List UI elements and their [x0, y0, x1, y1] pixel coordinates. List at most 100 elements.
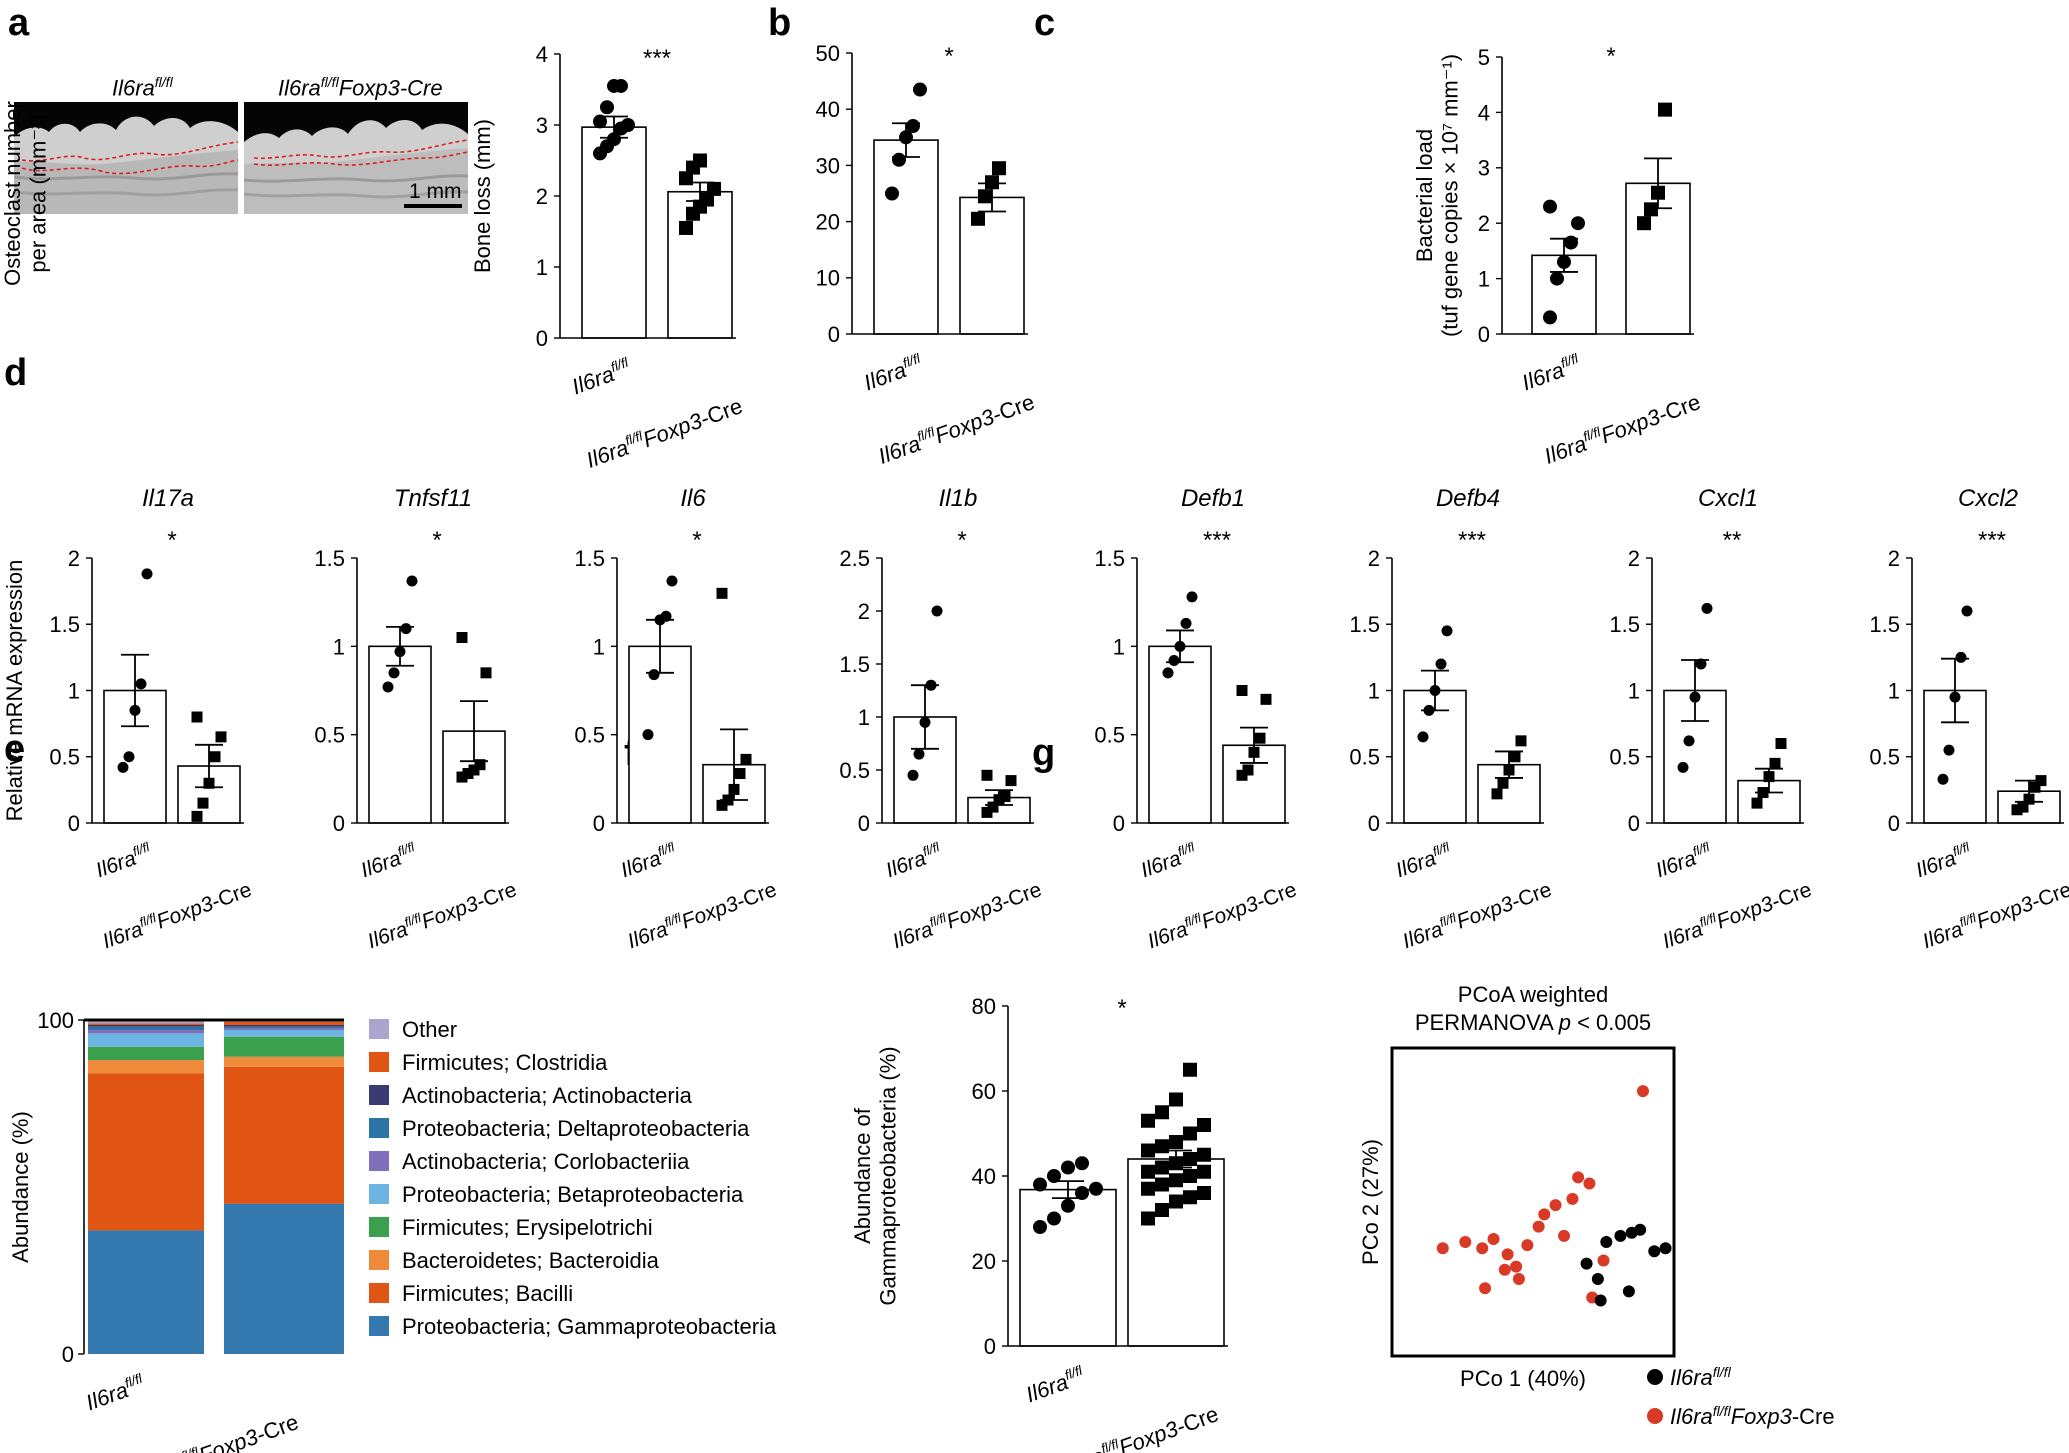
stacked-segment [88, 1230, 204, 1354]
stacked-segment [224, 1203, 344, 1354]
data-point-control [1033, 1220, 1047, 1234]
data-point-control [400, 623, 412, 635]
group-label-control: Il6rafl/fl [357, 839, 421, 883]
stacked-segment [88, 1060, 204, 1074]
data-point-control [1689, 691, 1701, 703]
significance-mark: *** [643, 45, 671, 72]
group-label-control: Il6rafl/fl [1137, 839, 1201, 883]
legend-marker-control [1647, 1369, 1663, 1385]
data-point-control [1955, 651, 1967, 663]
data-point-control [892, 152, 906, 167]
data-point-control [1423, 704, 1435, 716]
data-point-control [593, 114, 607, 129]
data-point-knockout [1183, 1169, 1197, 1183]
data-point-knockout [981, 806, 993, 818]
data-point-control [1429, 685, 1441, 696]
data-point-knockout [1236, 685, 1248, 696]
data-point-knockout [1503, 764, 1515, 776]
y-tick-label: 5 [1478, 45, 1490, 70]
stacked-segment [88, 1020, 204, 1024]
chart-subtitle: PERMANOVA p < 0.005 [1415, 1010, 1651, 1035]
scatter-point-control [1634, 1223, 1647, 1236]
bar-knockout [967, 796, 1031, 824]
significance-mark: *** [1978, 527, 2006, 554]
scatter-point-knockout [1501, 1248, 1514, 1261]
data-point-knockout [679, 220, 693, 235]
data-point-knockout [2023, 793, 2035, 805]
legend-swatch [369, 1316, 389, 1336]
data-point-knockout [728, 783, 740, 795]
data-point-control [931, 605, 943, 617]
data-point-control [141, 568, 153, 580]
data-point-knockout [2029, 781, 2041, 793]
data-point-control [1677, 761, 1689, 773]
group-label-knockout: Il6rafl/flFoxp3-Cre [99, 876, 255, 953]
group-label-control: Il6rafl/fl [1022, 1363, 1088, 1408]
y-tick-label: 40 [972, 1164, 996, 1189]
data-point-control [1683, 735, 1695, 747]
gene-title: Defb4 [1436, 485, 1500, 512]
y-tick-label: 1.5 [1869, 612, 1900, 637]
legend-label: Proteobacteria; Gammaproteobacteria [402, 1314, 777, 1339]
bar-control [1148, 645, 1212, 824]
y-tick-label: 0 [593, 811, 605, 836]
data-point-control [885, 186, 899, 201]
legend-label: Actinobacteria; Actinobacteria [402, 1083, 693, 1108]
group-label-control: Il6rafl/fl [82, 1371, 148, 1416]
data-point-control [1417, 731, 1429, 743]
y-tick-label: 1 [858, 705, 870, 730]
group-label-control: Il6rafl/fl [1392, 839, 1456, 883]
data-point-control [1061, 1160, 1075, 1175]
data-point-knockout [191, 810, 203, 822]
data-point-control [1441, 625, 1453, 637]
stacked-segment [224, 1036, 344, 1057]
group-label-knockout: Il6rafl/flFoxp3-Cre [139, 1409, 302, 1453]
y-tick-label: 100 [37, 1008, 74, 1033]
scatter-point-knockout [1558, 1229, 1571, 1242]
data-point-control [919, 716, 931, 728]
data-point-knockout [978, 189, 992, 204]
y-tick-label: 0 [984, 1334, 996, 1359]
gene-title: Cxcl1 [1698, 485, 1758, 512]
scatter-point-knockout [1538, 1208, 1551, 1221]
data-point-knockout [1141, 1181, 1155, 1196]
data-point-knockout [456, 771, 468, 783]
group-label-control: Il6rafl/fl [1518, 351, 1584, 396]
scatter-point-knockout [1476, 1242, 1489, 1255]
y-tick-label: 1 [68, 678, 80, 703]
legend-swatch [369, 1019, 389, 1039]
group-label-knockout: Il6rafl/flFoxp3-Cre [583, 393, 746, 473]
y-tick-label: 0 [1113, 811, 1125, 836]
data-point-knockout [679, 171, 693, 186]
stacked-segment [224, 1056, 344, 1067]
data-point-control [394, 646, 406, 658]
data-point-knockout [1658, 102, 1672, 117]
y-tick-label: 1 [593, 634, 605, 659]
y-tick-label: 1.5 [1609, 612, 1640, 637]
legend-label-knockout: Il6rafl/flFoxp3-Cre [1670, 1403, 1835, 1429]
group-label-knockout: Il6rafl/flFoxp3-Cre [1144, 876, 1300, 953]
scatter-point-knockout [1549, 1199, 1562, 1212]
bar-control [368, 645, 432, 824]
y-axis-title: Bone loss (mm) [470, 119, 495, 273]
data-point-control [1435, 658, 1447, 670]
data-point-control [913, 82, 927, 97]
y-tick-label: 0 [62, 1342, 74, 1367]
data-point-knockout [1248, 746, 1260, 758]
scatter-point-knockout [1636, 1085, 1649, 1098]
y-axis-title: Abundance of [850, 1107, 875, 1244]
group-label-knockout: Il6rafl/flFoxp3-Cre [1919, 876, 2069, 953]
data-point-knockout [1260, 693, 1272, 705]
group-label-control: Il6rafl/fl [860, 351, 926, 396]
legend-label: Bacteroidetes; Bacteroidia [402, 1248, 660, 1273]
scatter-point-knockout [1436, 1242, 1449, 1255]
stacked-segment [88, 1026, 204, 1031]
data-point-knockout [993, 794, 1005, 806]
y-tick-label: 1 [1628, 678, 1640, 703]
data-point-knockout [1155, 1139, 1169, 1154]
data-point-control [648, 669, 660, 681]
y-tick-label: 0.5 [1609, 745, 1640, 770]
data-point-knockout [700, 192, 714, 207]
y-axis-title: Abundance (%) [8, 1111, 33, 1263]
legend-swatch [369, 1085, 389, 1105]
